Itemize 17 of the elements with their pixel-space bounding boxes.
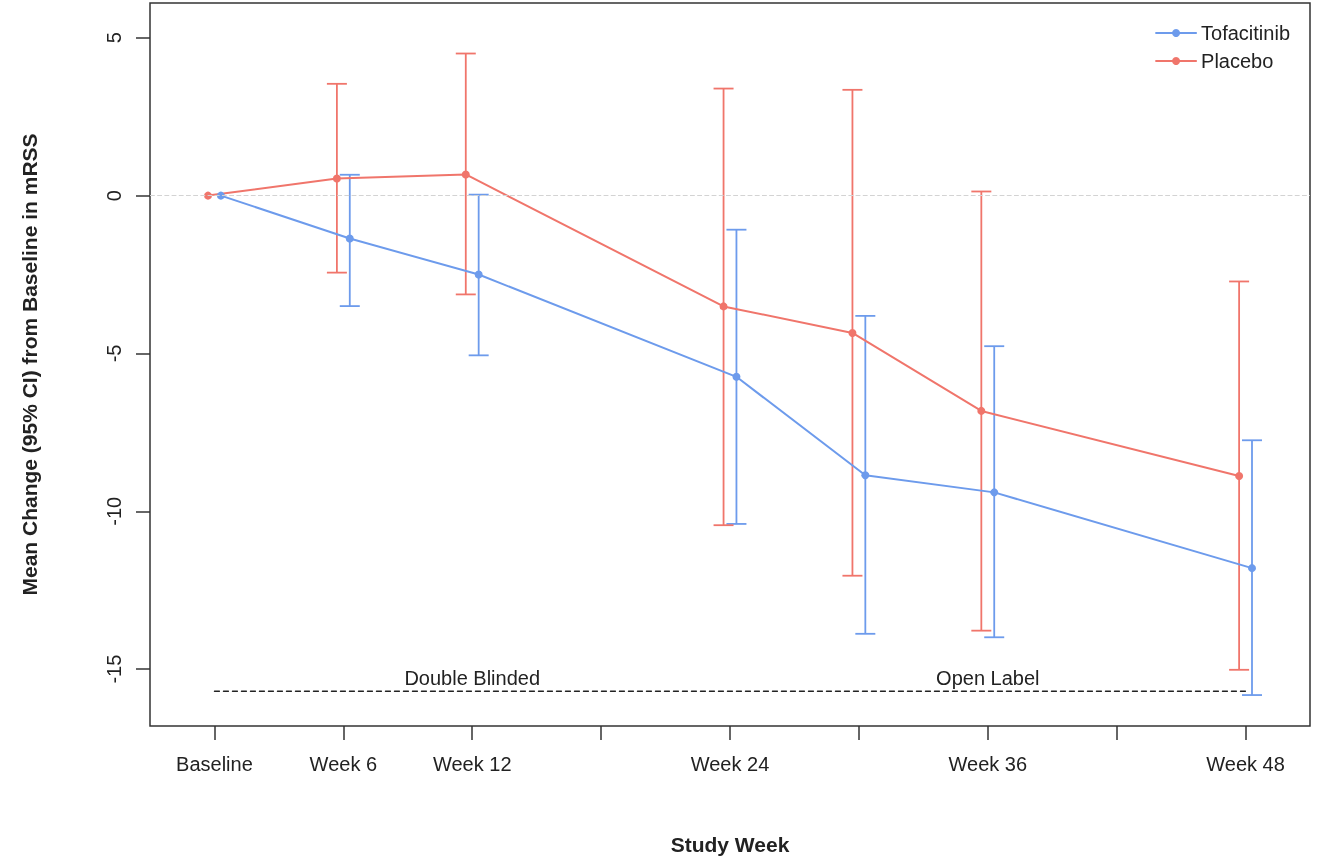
legend-label: Placebo bbox=[1201, 50, 1274, 72]
y-tick-label: -15 bbox=[103, 654, 125, 684]
x-tick-label: Baseline bbox=[176, 753, 253, 775]
y-tick-label: 5 bbox=[103, 32, 125, 44]
x-tick-label: Week 24 bbox=[690, 753, 770, 775]
annotation: Open Label bbox=[936, 667, 1040, 690]
x-tick-label: Week 36 bbox=[948, 753, 1028, 775]
x-tick-label: Week 12 bbox=[432, 753, 512, 775]
legend-label: Tofacitinib bbox=[1201, 22, 1290, 44]
x-axis-title: Study Week bbox=[670, 833, 790, 856]
annotation: Double Blinded bbox=[404, 667, 541, 690]
y-axis-title: Mean Change (95% CI) from Baseline in mRSS bbox=[18, 133, 41, 596]
y-tick-label: -10 bbox=[103, 496, 125, 526]
x-tick-label: Week 48 bbox=[1206, 753, 1285, 775]
y-tick-label: -5 bbox=[103, 344, 125, 363]
y-tick-label: 0 bbox=[103, 190, 125, 202]
x-tick-label: Week 6 bbox=[309, 753, 378, 775]
